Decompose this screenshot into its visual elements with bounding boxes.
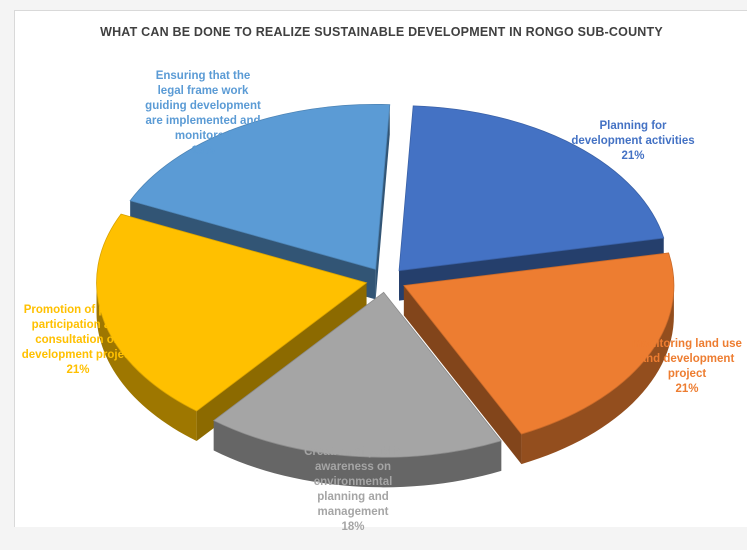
chart-title: WHAT CAN BE DONE TO REALIZE SUSTAINABLE … bbox=[100, 25, 663, 39]
slice-percent-awareness: 18% bbox=[341, 521, 365, 533]
slice-percent-legal-framework: 19% bbox=[191, 145, 215, 157]
pie-slice-awareness bbox=[213, 291, 502, 488]
slice-label-legal-framework: Ensuring that the legal frame work guidi… bbox=[118, 54, 288, 174]
slice-percent-planning: 21% bbox=[621, 150, 645, 162]
pie-chart bbox=[96, 103, 675, 488]
slice-label-monitoring: monitoring land use and development proj… bbox=[612, 322, 747, 412]
slice-label-participation: Promotion of public participation and co… bbox=[4, 288, 152, 393]
slice-label-awareness: Creation of public awareness on environm… bbox=[278, 430, 428, 550]
slice-percent-monitoring: 21% bbox=[675, 383, 699, 395]
slice-label-planning: Planning for development activities 21% bbox=[548, 104, 718, 179]
pie-slice-monitoring bbox=[403, 252, 675, 465]
slice-percent-participation: 21% bbox=[66, 364, 90, 376]
